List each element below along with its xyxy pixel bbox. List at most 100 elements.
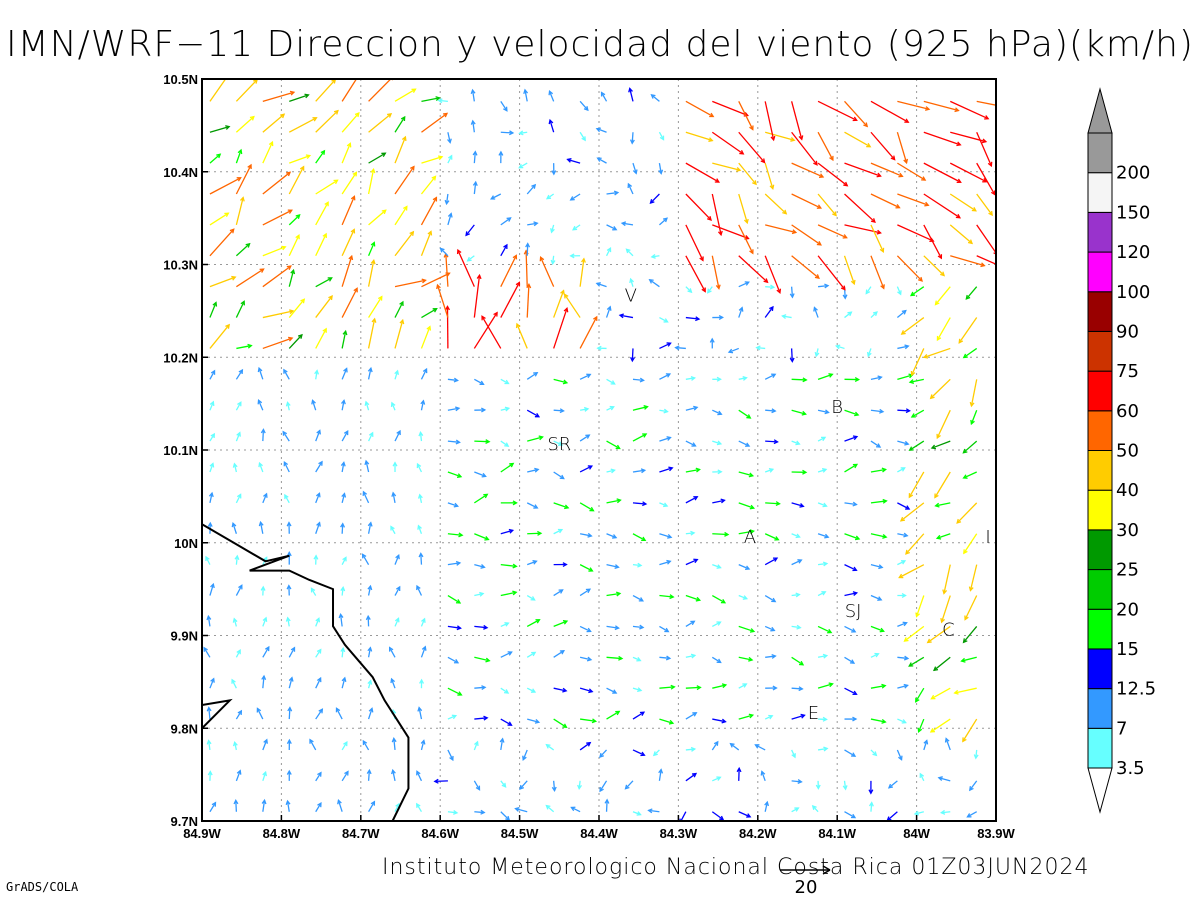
- wind-vector: [870, 498, 888, 504]
- wind-vector: [391, 768, 396, 781]
- wind-vector: [870, 224, 885, 254]
- wind-vector: [870, 683, 887, 689]
- wind-vector: [472, 150, 478, 164]
- y-tick-label: 10N: [174, 536, 198, 551]
- wind-vector: [791, 162, 825, 178]
- wind-vector: [712, 440, 723, 446]
- wind-vector: [685, 100, 715, 118]
- wind-vector: [341, 228, 356, 257]
- wind-vector: [817, 409, 830, 415]
- location-label: I: [985, 527, 990, 548]
- wind-vector: [755, 345, 766, 351]
- wind-vector: [417, 706, 423, 720]
- wind-vector: [551, 780, 557, 792]
- wind-vector: [232, 462, 238, 473]
- wind-vector: [545, 804, 555, 813]
- wind-vector: [685, 653, 697, 659]
- wind-vector: [791, 656, 805, 666]
- wind-vector: [897, 621, 908, 628]
- wind-vector: [311, 399, 317, 411]
- wind-vector: [599, 749, 608, 758]
- wind-vector: [447, 406, 461, 412]
- wind-vector: [659, 373, 672, 380]
- wind-vector: [868, 801, 874, 812]
- wind-vector: [500, 563, 518, 569]
- wind-vector: [765, 685, 778, 691]
- wind-vector: [844, 533, 861, 541]
- wind-vector: [791, 409, 807, 416]
- wind-vector: [738, 625, 756, 633]
- wind-vector: [596, 345, 607, 351]
- wind-vector: [341, 112, 360, 133]
- wind-vector: [685, 162, 721, 183]
- wind-vector: [870, 594, 883, 601]
- wind-vector: [579, 532, 593, 538]
- wind-vector: [523, 88, 529, 102]
- wind-vector: [315, 79, 337, 102]
- wind-vector: [526, 183, 537, 195]
- wind-vector: [285, 401, 291, 411]
- wind-vector: [315, 109, 339, 133]
- wind-vector: [685, 746, 697, 752]
- wind-vector: [286, 584, 292, 596]
- wind-vector: [341, 492, 347, 504]
- wind-vector: [936, 317, 951, 342]
- wind-vector: [817, 283, 830, 289]
- wind-vector: [764, 533, 780, 541]
- wind-vector: [659, 436, 672, 442]
- wind-vector: [659, 625, 670, 633]
- wind-vector: [341, 195, 356, 226]
- wind-vector: [711, 255, 721, 290]
- wind-vector: [606, 625, 620, 631]
- wind-vector: [897, 593, 907, 598]
- wind-vector: [447, 625, 462, 631]
- wind-vector: [817, 682, 834, 689]
- wind-vector: [922, 347, 951, 359]
- wind-vector: [632, 377, 645, 383]
- wind-vector: [632, 405, 649, 411]
- wind-vector: [206, 706, 212, 720]
- wind-vector: [579, 434, 591, 442]
- wind-vector: [817, 436, 827, 442]
- wind-vector: [870, 718, 887, 724]
- wind-vector: [968, 564, 978, 592]
- wind-vector: [969, 379, 978, 408]
- wind-vector: [473, 780, 481, 791]
- wind-vector: [843, 255, 856, 286]
- wind-vector: [465, 224, 475, 237]
- wind-vector: [288, 234, 300, 257]
- wind-vector: [283, 461, 290, 473]
- wind-vector: [420, 645, 427, 658]
- wind-vector: [315, 492, 321, 504]
- wind-vector: [286, 769, 292, 781]
- wind-vector: [817, 502, 828, 508]
- wind-vector: [282, 430, 290, 442]
- wind-vector: [315, 708, 324, 720]
- wind-vector: [738, 713, 755, 720]
- wind-vector: [791, 533, 801, 539]
- wind-vector: [685, 530, 696, 536]
- wind-vector: [738, 131, 766, 164]
- reference-vector: 20: [780, 865, 831, 898]
- wind-vector: [394, 585, 401, 596]
- wind-vector: [474, 624, 489, 630]
- wind-vector: [791, 224, 822, 246]
- colorbar-label: 7: [1116, 718, 1127, 739]
- wind-vector: [791, 502, 805, 508]
- wind-vector: [553, 649, 566, 658]
- wind-vector: [474, 685, 487, 691]
- wind-vector: [817, 162, 849, 187]
- wind-vector: [887, 780, 898, 789]
- wind-vector: [367, 241, 376, 257]
- wind-vector: [659, 466, 674, 473]
- wind-vector: [817, 653, 829, 659]
- x-tick-label: 84.7W: [342, 826, 380, 841]
- wind-vector: [711, 193, 723, 237]
- wind-vector: [391, 737, 397, 751]
- wind-vector: [765, 653, 777, 659]
- wind-vector: [976, 162, 996, 196]
- wind-vector: [235, 196, 245, 226]
- wind-vector: [394, 300, 404, 318]
- colorbar-label: 150: [1116, 202, 1150, 223]
- wind-vector: [416, 462, 423, 473]
